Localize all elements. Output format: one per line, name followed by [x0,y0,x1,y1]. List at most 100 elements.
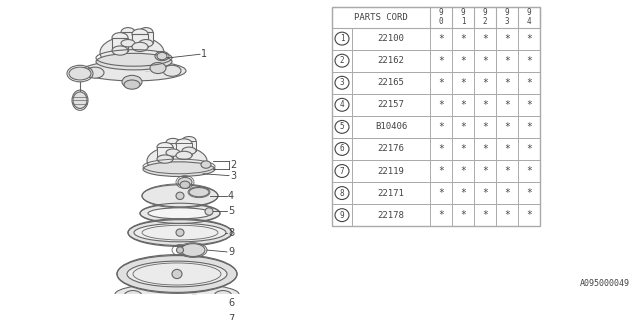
Bar [112,38,128,51]
Text: 6: 6 [228,299,234,308]
Ellipse shape [176,151,192,159]
Circle shape [176,229,184,236]
Circle shape [176,192,184,199]
Text: *: * [438,100,444,110]
Ellipse shape [169,315,185,320]
Text: *: * [460,34,466,44]
Circle shape [172,269,182,279]
Ellipse shape [214,291,232,301]
Ellipse shape [86,67,104,78]
Text: 2: 2 [340,56,344,65]
Text: *: * [526,188,532,198]
Ellipse shape [127,261,227,287]
Circle shape [205,208,213,215]
Ellipse shape [166,149,180,156]
Ellipse shape [69,67,91,80]
Text: *: * [438,144,444,154]
Ellipse shape [112,46,128,55]
Ellipse shape [73,92,87,108]
Text: 9: 9 [340,211,344,220]
Bar [332,116,540,138]
Ellipse shape [168,299,186,314]
Text: *: * [460,56,466,66]
Text: 22157: 22157 [378,100,404,109]
Text: 3: 3 [230,171,236,180]
Ellipse shape [163,65,181,76]
Text: *: * [482,78,488,88]
Text: 1: 1 [340,34,344,43]
Ellipse shape [124,80,140,89]
Text: *: * [526,56,532,66]
Bar [332,7,540,226]
Ellipse shape [142,185,218,207]
Bar [166,142,180,153]
Text: *: * [438,34,444,44]
Ellipse shape [147,146,207,176]
Ellipse shape [166,138,180,147]
Ellipse shape [201,161,211,168]
Text: *: * [460,122,466,132]
Text: 2: 2 [230,160,236,170]
Bar [139,32,153,43]
Text: *: * [438,56,444,66]
Text: 22171: 22171 [378,188,404,197]
Ellipse shape [182,147,196,155]
Text: 4: 4 [340,100,344,109]
Bar [332,7,540,28]
Ellipse shape [116,312,130,320]
Text: *: * [526,166,532,176]
Ellipse shape [157,52,167,60]
Ellipse shape [128,220,232,245]
Ellipse shape [115,283,239,305]
Ellipse shape [121,28,135,37]
Text: 9
3: 9 3 [505,8,509,27]
Text: 7: 7 [228,314,234,320]
Text: 3: 3 [340,78,344,87]
Bar [332,94,540,116]
Text: 9
0: 9 0 [438,8,444,27]
Text: *: * [438,210,444,220]
Ellipse shape [157,142,173,152]
Bar [332,28,540,50]
Text: *: * [526,100,532,110]
Ellipse shape [134,223,226,242]
Text: A095000049: A095000049 [580,279,630,288]
Text: *: * [438,122,444,132]
Text: 22178: 22178 [378,211,404,220]
Text: 6: 6 [340,144,344,154]
Text: 1: 1 [201,49,207,59]
Text: *: * [482,100,488,110]
Text: 22176: 22176 [378,144,404,154]
Text: *: * [504,122,510,132]
Text: 9
2: 9 2 [483,8,487,27]
Text: 8: 8 [340,188,344,197]
Ellipse shape [139,40,153,47]
Ellipse shape [178,178,192,187]
Bar [332,160,540,182]
Bar [332,182,540,204]
Ellipse shape [140,204,220,222]
Text: 8: 8 [228,228,234,238]
Text: ---: --- [145,69,151,74]
Ellipse shape [124,291,142,301]
Bar [332,204,540,226]
Text: *: * [482,166,488,176]
Bar [121,32,135,43]
Text: *: * [526,78,532,88]
Ellipse shape [122,76,142,88]
Bar [182,141,196,151]
Text: *: * [460,166,466,176]
Ellipse shape [181,244,205,257]
Bar [176,143,192,156]
Ellipse shape [139,28,153,37]
Ellipse shape [100,36,164,69]
Text: *: * [526,144,532,154]
Text: *: * [504,166,510,176]
Text: 7: 7 [340,166,344,175]
Text: *: * [504,210,510,220]
Text: 22165: 22165 [378,78,404,87]
Bar [189,319,209,320]
Ellipse shape [165,315,189,320]
Ellipse shape [143,162,215,177]
Bar [332,50,540,72]
